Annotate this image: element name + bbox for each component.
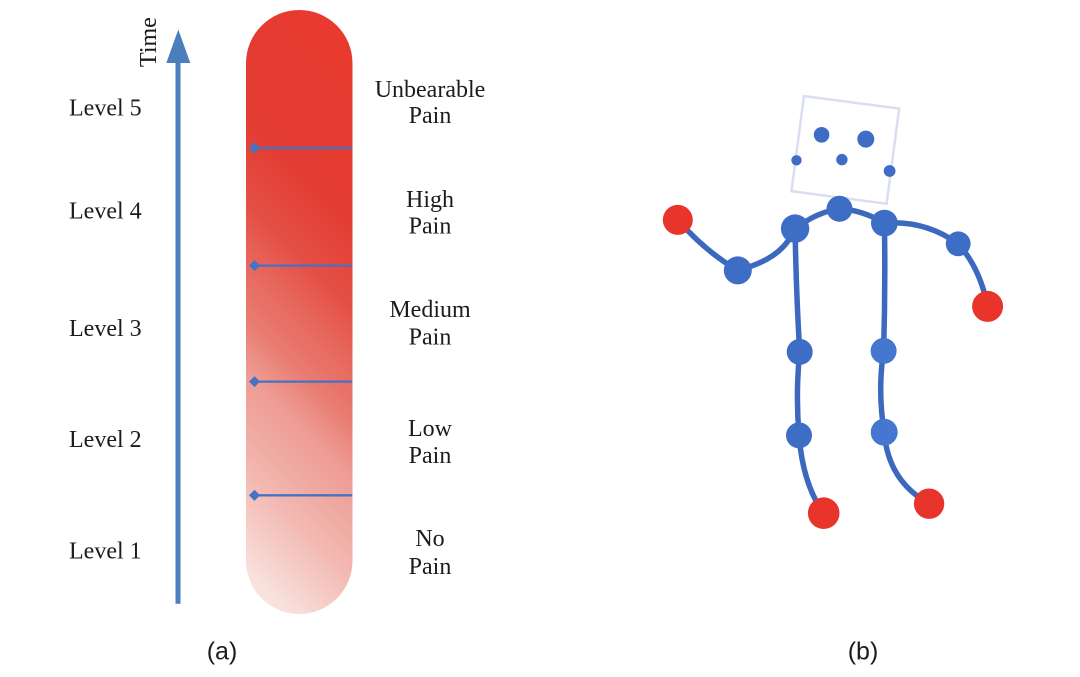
- svg-text:Time: Time: [136, 17, 162, 67]
- svg-text:Level 3: Level 3: [69, 316, 142, 342]
- svg-text:Unbearable: Unbearable: [375, 77, 486, 103]
- svg-text:Medium: Medium: [389, 297, 471, 323]
- svg-text:Pain: Pain: [409, 103, 452, 129]
- svg-text:(a): (a): [207, 638, 238, 666]
- svg-text:High: High: [406, 187, 454, 213]
- svg-text:Pain: Pain: [409, 443, 452, 469]
- svg-text:Level 2: Level 2: [69, 427, 142, 453]
- svg-text:Level 1: Level 1: [69, 539, 142, 565]
- svg-text:(b): (b): [848, 638, 879, 666]
- svg-text:No: No: [415, 526, 444, 552]
- svg-text:Low: Low: [408, 416, 453, 442]
- svg-text:Pain: Pain: [409, 325, 452, 351]
- svg-text:Pain: Pain: [409, 554, 452, 580]
- svg-text:Pain: Pain: [409, 214, 452, 240]
- svg-text:Level 4: Level 4: [69, 199, 142, 225]
- svg-text:Level 5: Level 5: [69, 96, 142, 122]
